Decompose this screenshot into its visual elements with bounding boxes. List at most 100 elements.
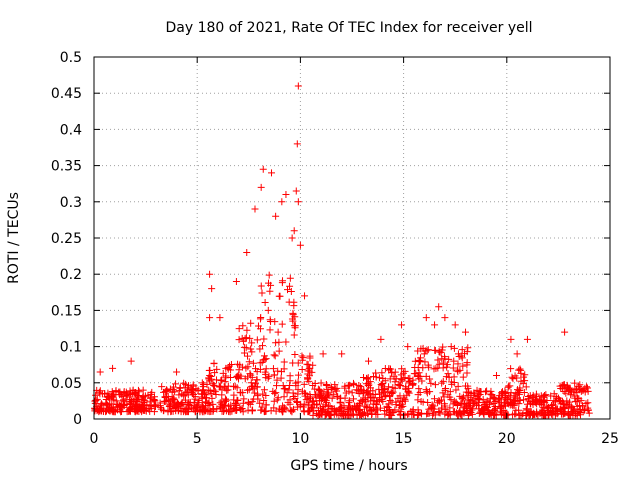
- data-point-marker: [521, 371, 529, 379]
- data-point-marker: [381, 392, 389, 400]
- y-tick-label: 0.3: [60, 195, 82, 211]
- data-point-marker: [262, 374, 270, 382]
- data-point-marker: [358, 398, 366, 406]
- y-tick-label: 0.05: [51, 376, 82, 392]
- data-point-marker: [146, 407, 154, 415]
- data-point-marker: [253, 383, 261, 391]
- data-point-marker: [487, 387, 495, 395]
- x-tick-label: 5: [193, 431, 202, 447]
- data-point-marker: [404, 387, 412, 395]
- grid-lines: [94, 57, 610, 419]
- data-point-marker: [324, 390, 332, 398]
- data-point-marker: [396, 392, 404, 400]
- data-point-marker: [127, 399, 135, 407]
- data-point-marker: [129, 387, 137, 395]
- data-point-marker: [244, 386, 252, 394]
- y-tick-label: 0.15: [51, 303, 82, 319]
- data-point-marker: [97, 400, 105, 408]
- data-point-marker: [475, 387, 483, 395]
- data-point-marker: [120, 402, 128, 410]
- data-point-marker: [274, 367, 282, 375]
- data-point-marker: [208, 285, 216, 293]
- data-point-marker: [513, 350, 521, 358]
- data-point-marker: [497, 395, 505, 403]
- data-point-marker: [198, 406, 206, 414]
- data-point-marker: [251, 205, 259, 213]
- data-point-marker: [523, 400, 531, 408]
- data-point-marker: [290, 227, 298, 235]
- data-point-marker: [345, 399, 353, 407]
- data-point-marker: [507, 365, 515, 373]
- data-point-marker: [317, 379, 325, 387]
- data-point-marker: [415, 369, 423, 377]
- data-point-marker: [280, 404, 288, 412]
- data-point-marker: [315, 386, 323, 394]
- y-tick-label: 0: [73, 412, 82, 428]
- data-point-marker: [377, 335, 385, 343]
- data-point-marker: [286, 372, 294, 380]
- data-point-marker: [203, 380, 211, 388]
- data-point-marker: [294, 386, 302, 394]
- data-point-marker: [161, 398, 169, 406]
- data-point-marker: [146, 401, 154, 409]
- x-tick-label: 10: [291, 431, 309, 447]
- data-point-marker: [274, 328, 282, 336]
- data-point-marker: [141, 397, 149, 405]
- data-point-marker: [247, 345, 255, 353]
- data-point-marker: [257, 406, 265, 414]
- data-point-marker: [244, 373, 252, 381]
- data-point-marker: [379, 397, 387, 405]
- data-point-marker: [306, 364, 314, 372]
- data-point-marker: [564, 411, 572, 419]
- data-point-marker: [133, 395, 141, 403]
- data-point-marker: [363, 375, 371, 383]
- data-point-marker: [388, 389, 396, 397]
- data-point-marker: [157, 405, 165, 413]
- data-point-marker: [364, 403, 372, 411]
- data-point-marker: [211, 382, 219, 390]
- data-point-marker: [187, 404, 195, 412]
- data-point-marker: [92, 391, 100, 399]
- data-point-marker: [132, 403, 140, 411]
- data-point-marker: [462, 328, 470, 336]
- data-point-marker: [533, 408, 541, 416]
- data-point-marker: [422, 372, 430, 380]
- data-point-marker: [417, 410, 425, 418]
- data-point-marker: [361, 402, 369, 410]
- data-point-marker: [131, 407, 139, 415]
- data-point-marker: [459, 373, 467, 381]
- axis-ticks: [93, 56, 611, 420]
- data-point-marker: [490, 394, 498, 402]
- data-point-marker: [469, 404, 477, 412]
- data-point-marker: [452, 386, 460, 394]
- data-point-marker: [310, 407, 318, 415]
- data-point-marker: [450, 379, 458, 387]
- data-point-marker: [158, 383, 166, 391]
- data-point-marker: [349, 406, 357, 414]
- data-point-marker: [332, 407, 340, 415]
- y-tick-label: 0.25: [51, 231, 82, 247]
- data-point-marker: [265, 271, 273, 279]
- data-point-marker: [297, 400, 305, 408]
- data-point-marker: [304, 361, 312, 369]
- data-point-marker: [583, 383, 591, 391]
- data-point-marker: [248, 339, 256, 347]
- data-point-marker: [507, 335, 515, 343]
- data-point-marker: [450, 344, 458, 352]
- data-point-marker: [376, 404, 384, 412]
- data-point-marker: [104, 393, 112, 401]
- tick-labels: 0 0.05 0.1 0.15 0.2 0.25 0.3 0.35 0.4 0.45 0.5 0 5 10…: [51, 50, 619, 447]
- data-point-marker: [175, 391, 183, 399]
- data-point-marker: [524, 395, 532, 403]
- data-point-marker: [439, 343, 447, 351]
- data-point-marker: [444, 411, 452, 419]
- data-point-marker: [266, 316, 274, 324]
- data-point-marker: [205, 375, 213, 383]
- data-point-marker: [146, 394, 154, 402]
- y-tick-label: 0.45: [51, 86, 82, 102]
- data-point-marker: [344, 407, 352, 415]
- data-point-marker: [304, 370, 312, 378]
- data-point-marker: [427, 379, 435, 387]
- data-point-marker: [540, 407, 548, 415]
- data-point-marker: [353, 386, 361, 394]
